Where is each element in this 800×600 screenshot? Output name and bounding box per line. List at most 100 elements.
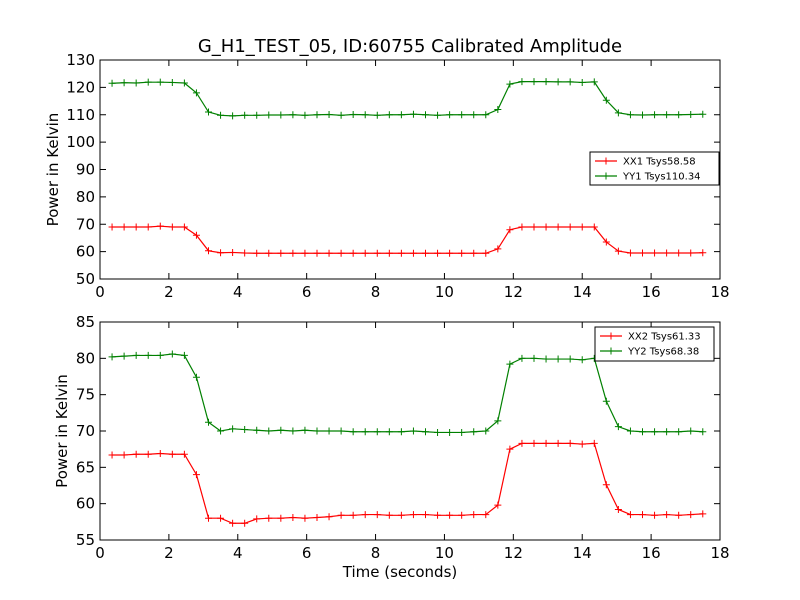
data-point: [313, 513, 321, 521]
data-point: [253, 426, 261, 434]
x-tick-label: 16: [642, 283, 661, 301]
data-point: [554, 355, 562, 363]
data-point: [349, 249, 357, 257]
data-point: [180, 450, 188, 458]
data-point: [168, 350, 176, 358]
x-tick-label: 12: [504, 544, 523, 562]
data-point: [132, 351, 140, 359]
data-point: [192, 373, 200, 381]
data-point: [265, 249, 273, 257]
data-point: [108, 451, 116, 459]
data-point: [265, 514, 273, 522]
data-point: [313, 249, 321, 257]
data-point: [192, 471, 200, 479]
legend: XX2 Tsys61.33 YY2 Tsys68.38: [594, 326, 715, 362]
data-point: [494, 245, 502, 253]
data-point: [470, 111, 478, 119]
data-point: [458, 428, 466, 436]
data-point: [542, 439, 550, 447]
data-point: [205, 247, 212, 255]
y-tick-label: 70: [76, 422, 95, 440]
data-point: [265, 427, 273, 435]
data-point: [325, 110, 333, 118]
data-point: [409, 427, 417, 435]
data-point: [229, 112, 237, 120]
bottom-plot: 0 2 4 6 8 10 12 14 16 18 55 60 65 70 75 80 85 Power in Ke…: [53, 313, 730, 581]
data-point: [626, 427, 634, 435]
data-point: [699, 249, 707, 257]
data-point: [566, 355, 574, 363]
data-point: [675, 511, 683, 519]
data-point: [180, 223, 188, 231]
data-point: [409, 249, 417, 257]
y-tick-label: 80: [76, 349, 95, 367]
legend-marker: [602, 172, 610, 180]
data-point: [361, 249, 369, 257]
data-point: [301, 111, 309, 119]
data-point: [385, 249, 393, 257]
top-plot: 0 2 4 6 8 10 12 14 16 18 50 60 70 80 90 100 110 120 130 Pow…: [44, 51, 730, 301]
data-point: [397, 249, 405, 257]
data-point: [626, 511, 634, 519]
data-point: [663, 249, 671, 257]
data-point: [566, 223, 574, 231]
data-point: [132, 223, 140, 231]
data-point: [217, 249, 225, 257]
y-tick-label: 110: [66, 106, 95, 124]
data-point: [651, 428, 659, 436]
chart-title: G_H1_TEST_05, ID:60755 Calibrated Amplit…: [198, 36, 622, 57]
data-point: [663, 111, 671, 119]
y-tick-label: 50: [76, 270, 95, 288]
data-point: [675, 428, 683, 436]
data-point: [373, 428, 381, 436]
legend-box: [594, 326, 715, 362]
data-point: [434, 428, 442, 436]
data-point: [518, 223, 526, 231]
data-point: [229, 519, 237, 527]
data-point: [699, 510, 707, 518]
data-point: [422, 511, 429, 519]
data-point: [651, 511, 659, 519]
data-point: [602, 481, 610, 489]
x-tick-label: 6: [302, 283, 312, 301]
x-tick-label: 16: [642, 544, 661, 562]
data-point: [578, 440, 586, 448]
data-point: [277, 514, 285, 522]
data-point: [289, 513, 297, 521]
data-point: [494, 501, 502, 509]
data-point: [253, 111, 261, 119]
data-point: [337, 249, 345, 257]
data-point: [168, 78, 176, 86]
data-point: [108, 353, 116, 361]
y-tick-label: 90: [76, 161, 95, 179]
data-point: [422, 111, 429, 119]
data-point: [313, 427, 321, 435]
x-tick-label: 12: [504, 283, 523, 301]
data-point: [349, 428, 357, 436]
data-point: [663, 428, 671, 436]
data-point: [602, 238, 610, 246]
data-point: [192, 231, 200, 239]
data-point: [120, 223, 128, 231]
data-point: [253, 515, 261, 523]
data-point: [639, 428, 646, 436]
data-point: [361, 511, 369, 519]
data-point: [132, 450, 140, 458]
data-point: [120, 451, 128, 459]
data-point: [687, 427, 695, 435]
data-point: [542, 355, 550, 363]
y-tick-label: 55: [76, 531, 95, 549]
data-point: [530, 223, 538, 231]
data-point: [639, 111, 646, 119]
data-point: [506, 445, 514, 453]
data-point: [385, 111, 393, 119]
data-point: [590, 78, 598, 86]
data-point: [639, 511, 646, 519]
data-point: [132, 79, 140, 87]
y-tick-label: 130: [66, 51, 95, 69]
x-tick-label: 18: [710, 544, 729, 562]
legend-entry: XX1 Tsys58.58: [623, 157, 696, 168]
data-point: [699, 110, 707, 118]
data-point: [156, 450, 164, 458]
